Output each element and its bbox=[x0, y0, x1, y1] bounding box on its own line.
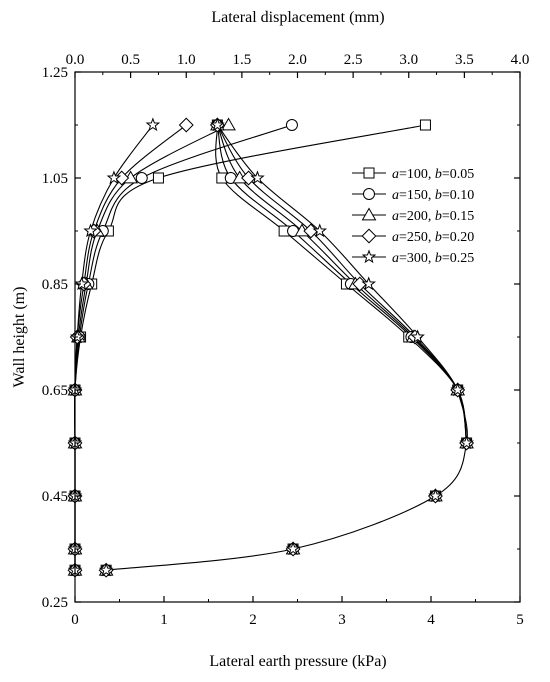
pressure-line-common bbox=[106, 389, 468, 571]
displacement-point-star bbox=[83, 223, 98, 238]
legend-a-value: =200, bbox=[399, 209, 435, 224]
pressure-point-star bbox=[285, 541, 301, 556]
legend-marker-triangle bbox=[361, 207, 377, 221]
y-tick-label: 0.85 bbox=[42, 277, 68, 293]
displacement-point-triangle bbox=[221, 117, 236, 131]
bottom-tick-label: 5 bbox=[516, 612, 524, 628]
pressure-point-star bbox=[98, 562, 114, 577]
pressure-point-star bbox=[450, 382, 465, 397]
top-tick-label: 0.0 bbox=[66, 52, 85, 68]
top-tick-label: 1.5 bbox=[233, 52, 252, 68]
top-tick-label: 4.0 bbox=[511, 52, 530, 68]
bottom-tick-label: 1 bbox=[160, 612, 168, 628]
displacement-point-star bbox=[106, 170, 122, 185]
legend-label-triangle: a=200, b=0.15 bbox=[392, 209, 474, 224]
legend-marker-diamond bbox=[361, 228, 377, 244]
displacement-point-square bbox=[419, 119, 431, 131]
legend-b-value: =0.25 bbox=[442, 251, 474, 266]
pressure-point-star bbox=[428, 488, 443, 503]
bottom-tick-label: 4 bbox=[427, 612, 435, 628]
legend-b-value: =0.20 bbox=[442, 230, 474, 245]
bottom-tick-label: 0 bbox=[71, 612, 79, 628]
displacement-line-triangle bbox=[74, 124, 229, 571]
legend-marker-circle bbox=[363, 188, 375, 200]
pressure-point-star bbox=[361, 276, 376, 291]
legend-label-diamond: a=250, b=0.20 bbox=[392, 230, 474, 245]
bottom-tick-label: 3 bbox=[338, 612, 346, 628]
pressure-point-star bbox=[410, 329, 425, 344]
displacement-line-circle bbox=[74, 124, 293, 571]
y-axis-title: Wall height (m) bbox=[11, 287, 28, 388]
axes-layer: 0.0 0.5 1.0 1.5 2.0 2.5 3.0 3.5 4.0 0 1 2 3 4 5 0.25 0.4… bbox=[42, 52, 530, 628]
displacement-point-circle bbox=[135, 172, 148, 184]
displacement-point-star bbox=[74, 276, 89, 291]
y-tick-label: 0.45 bbox=[42, 489, 68, 505]
y-tick-label: 0.25 bbox=[42, 595, 68, 611]
legend-a-value: =100, bbox=[399, 167, 435, 182]
y-tick-label: 1.25 bbox=[42, 65, 68, 81]
displacement-point-square bbox=[152, 172, 164, 184]
legend-a-value: =250, bbox=[399, 230, 435, 245]
displacement-line-star bbox=[74, 124, 154, 571]
top-axis-title: Lateral displacement (mm) bbox=[211, 9, 384, 26]
legend-label-circle: a=150, b=0.10 bbox=[392, 188, 474, 203]
displacement-line-diamond bbox=[74, 124, 187, 571]
plot-frame bbox=[74, 71, 521, 603]
legend: a=100, b=0.05 a=150, b=0.10 a=200, b=0.15 a… bbox=[352, 167, 474, 266]
top-tick-label: 1.0 bbox=[177, 52, 196, 68]
displacement-point-star bbox=[69, 329, 85, 344]
bottom-tick-label: 2 bbox=[249, 612, 257, 628]
top-tick-label: 2.0 bbox=[288, 52, 307, 68]
top-tick-label: 3.5 bbox=[455, 52, 474, 68]
legend-a-value: =150, bbox=[399, 188, 435, 203]
legend-label-star: a=300, b=0.25 bbox=[392, 251, 474, 266]
pressure-point-star bbox=[312, 223, 328, 238]
legend-label-square: a=100, b=0.05 bbox=[392, 167, 474, 182]
legend-b-value: =0.05 bbox=[442, 167, 474, 182]
top-tick-label: 3.0 bbox=[399, 52, 418, 68]
top-tick-label: 2.5 bbox=[344, 52, 363, 68]
pressure-point-star bbox=[210, 117, 225, 132]
displacement-point-diamond bbox=[178, 117, 194, 133]
displacement-point-circle bbox=[285, 119, 298, 131]
pressure-point-star bbox=[459, 435, 474, 450]
pressure-point-star bbox=[250, 170, 265, 185]
legend-b-value: =0.10 bbox=[442, 188, 474, 203]
y-tick-label: 0.65 bbox=[42, 383, 68, 399]
legend-marker-square bbox=[363, 167, 375, 179]
bottom-axis-title: Lateral earth pressure (kPa) bbox=[209, 653, 386, 670]
legend-marker-star bbox=[361, 249, 377, 264]
displacement-point-star bbox=[145, 117, 161, 132]
legend-b-value: =0.15 bbox=[442, 209, 474, 224]
top-tick-label: 0.5 bbox=[121, 52, 140, 68]
legend-a-value: =300, bbox=[399, 251, 435, 266]
y-tick-label: 1.05 bbox=[42, 171, 68, 187]
